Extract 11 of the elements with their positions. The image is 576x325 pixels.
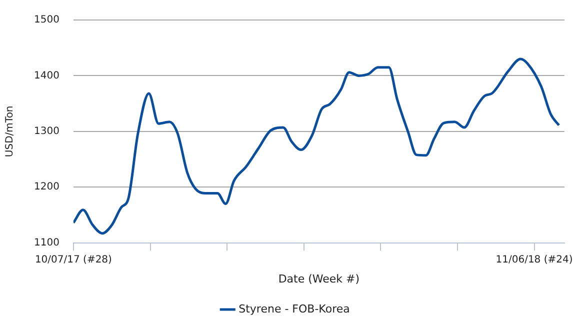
- x-axis-title: Date (Week #): [278, 272, 360, 286]
- line-series: [73, 58, 560, 235]
- y-tick-label: 1400: [34, 70, 60, 82]
- x-tick-label: 11/06/18 (#24): [496, 254, 573, 266]
- y-axis-title: USD/mTon: [4, 106, 16, 158]
- y-tick-label: 1500: [34, 14, 60, 26]
- x-tick-label: 10/07/17 (#28): [34, 254, 112, 266]
- y-tick-label: 1300: [34, 126, 60, 137]
- y-tick-label: 1200: [34, 182, 60, 193]
- y-tick-label: 1100: [34, 237, 60, 248]
- legend-label: Styrene - FOB-Korea: [238, 302, 350, 316]
